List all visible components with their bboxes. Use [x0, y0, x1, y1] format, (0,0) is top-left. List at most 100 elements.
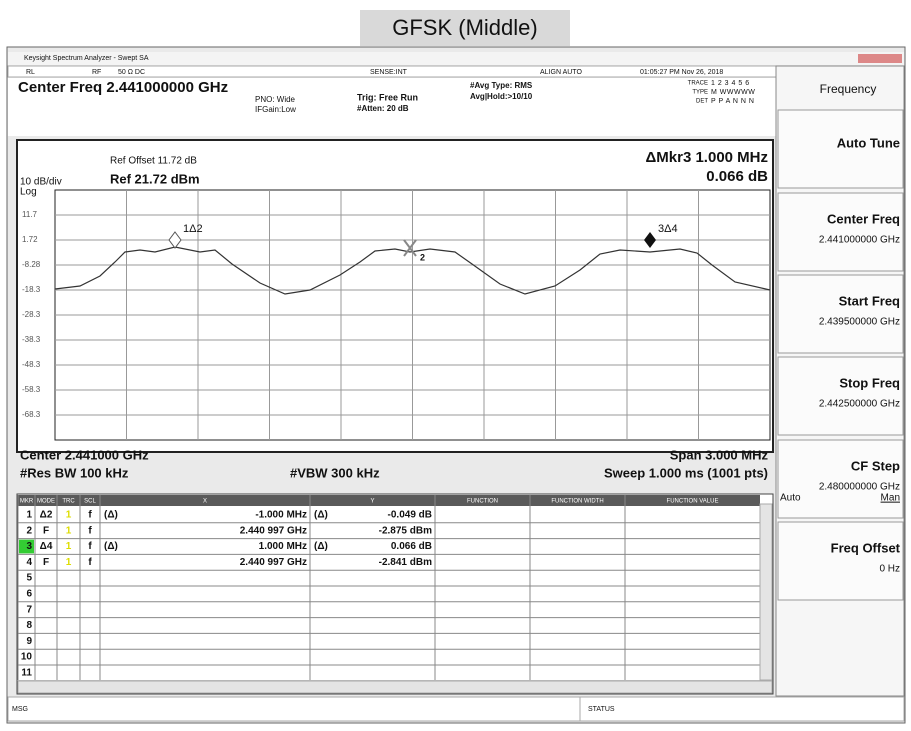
cell-mkr: 2	[26, 525, 32, 536]
header-cell: Y	[370, 499, 374, 505]
cell-mode: F	[43, 557, 49, 568]
status-time: 01:05:27 PM Nov 26, 2018	[640, 69, 723, 76]
atten: #Atten: 20 dB	[357, 104, 409, 113]
softkey-label: Stop Freq	[839, 375, 900, 390]
v-scrollbar[interactable]	[759, 503, 773, 681]
ref-level: Ref 21.72 dBm	[110, 171, 200, 186]
header-cell: MODE	[37, 499, 55, 505]
cell-trc: 1	[66, 510, 72, 521]
cell-yfn: (Δ)	[314, 510, 328, 521]
marker-table	[16, 493, 774, 695]
marker-readout: ΔMkr3 1.000 MHz	[646, 149, 769, 166]
softkey-label: Auto Tune	[837, 135, 900, 150]
cell-mkr: 10	[21, 652, 33, 663]
header-cell: SCL	[84, 499, 96, 505]
title-bar	[8, 52, 904, 65]
log-label: Log	[20, 187, 37, 198]
cell-yfn: (Δ)	[314, 541, 328, 552]
status-align: ALIGN AUTO	[540, 69, 582, 76]
legend-label: DET	[696, 99, 708, 105]
softkey-value: 0 Hz	[879, 564, 900, 575]
window-title: Keysight Spectrum Analyzer - Swept SA	[24, 55, 149, 62]
cell-y: 0.066 dB	[391, 541, 432, 552]
cell-mkr: 8	[26, 620, 32, 631]
header-cell: FUNCTION WIDTH	[551, 499, 603, 505]
span-label: Span 3.000 MHz	[670, 447, 769, 462]
marker-1-label: 1Δ2	[183, 223, 203, 235]
cell-x: -1.000 MHz	[255, 510, 307, 521]
softkey[interactable]	[777, 521, 904, 601]
cell-y: -2.875 dBm	[379, 525, 432, 536]
cell-mode: Δ2	[40, 510, 53, 521]
cell-mkr: 11	[21, 668, 32, 679]
softkey[interactable]	[777, 192, 904, 272]
status-rl: RL	[26, 69, 35, 76]
softkey-value: 2.441000000 GHz	[819, 235, 900, 246]
marker-3-label: 3Δ4	[658, 223, 678, 235]
softkey-label: CF Step	[851, 458, 900, 473]
softkey[interactable]	[777, 109, 904, 189]
cell-x: 2.440 997 GHz	[240, 525, 307, 536]
y-label: -68.3	[22, 410, 41, 419]
center-label: Center 2.441000 GHz	[20, 447, 149, 462]
cell-mode: F	[43, 525, 49, 536]
cell-mkr: 1	[26, 510, 32, 521]
y-label: -58.3	[22, 385, 41, 394]
window-buttons[interactable]	[858, 54, 902, 63]
y-label: 11.7	[22, 210, 38, 219]
title-box	[360, 10, 570, 46]
settings-panel	[8, 78, 776, 136]
softkey-value: 2.439500000 GHz	[819, 317, 900, 328]
avg-hold: Avg|Hold:>10/10	[470, 92, 533, 101]
msg: MSG	[12, 706, 28, 713]
cell-scl: f	[88, 541, 92, 552]
cell-xfn: (Δ)	[104, 541, 118, 552]
y-label: 1.72	[22, 235, 38, 244]
ref-offset: Ref Offset 11.72 dB	[110, 156, 197, 167]
softkey-label: Center Freq	[827, 211, 900, 226]
status-label: STATUS	[588, 706, 615, 713]
cell-mode: Δ4	[40, 541, 53, 552]
marker-table-cells: MKR MODE TRC SCL X Y FUNCTION FUNCTION WIDTH FUN…	[17, 495, 760, 682]
softkey[interactable]	[777, 439, 904, 519]
cell-trc: 1	[66, 557, 72, 568]
marker-2	[403, 239, 417, 257]
cell-y: -0.049 dB	[388, 510, 432, 521]
cell-mkr: 5	[26, 573, 32, 584]
y-label: -18.3	[22, 285, 41, 294]
h-scrollbar[interactable]	[17, 680, 773, 694]
cell-x: 2.440 997 GHz	[240, 557, 307, 568]
scale: 10 dB/div	[20, 177, 62, 188]
softkeys: Auto Tune Center Freq 2.441000000 GHz Start…	[777, 109, 904, 601]
y-label: -28.3	[22, 310, 41, 319]
marker-value: 0.066 dB	[706, 168, 768, 185]
legend-label: TYPE	[692, 90, 708, 96]
header-cell: TRC	[62, 499, 75, 505]
status-sense: SENSE:INT	[370, 69, 408, 76]
status-coupling: 50 Ω DC	[118, 69, 145, 76]
y-label: -8.28	[22, 260, 41, 269]
cell-y: -2.841 dBm	[379, 557, 432, 568]
sweep: Sweep 1.000 ms (1001 pts)	[604, 465, 768, 480]
softkey[interactable]	[777, 274, 904, 354]
header-cell: FUNCTION	[467, 499, 498, 505]
softkey[interactable]	[777, 356, 904, 436]
table-header	[18, 495, 760, 506]
page-title: GFSK (Middle)	[392, 15, 537, 40]
header-cell: X	[203, 499, 207, 505]
legend-value: 1 2 3 4 5 6	[711, 80, 750, 87]
status-rf: RF	[92, 69, 101, 76]
softkey-man[interactable]: Man	[881, 493, 900, 504]
softkey-label: Start Freq	[839, 293, 900, 308]
ifgain: IFGain:Low	[255, 105, 296, 114]
cell-xfn: (Δ)	[104, 510, 118, 521]
softkey-auto[interactable]: Auto	[780, 493, 801, 504]
trace	[54, 246, 771, 295]
header-cell: MKR	[20, 499, 34, 505]
cell-mkr: 3	[26, 541, 32, 552]
center-freq: Center Freq 2.441000000 GHz	[18, 79, 228, 96]
cell-mkr: 4	[26, 557, 32, 568]
legend-label: TRACE	[688, 81, 708, 87]
